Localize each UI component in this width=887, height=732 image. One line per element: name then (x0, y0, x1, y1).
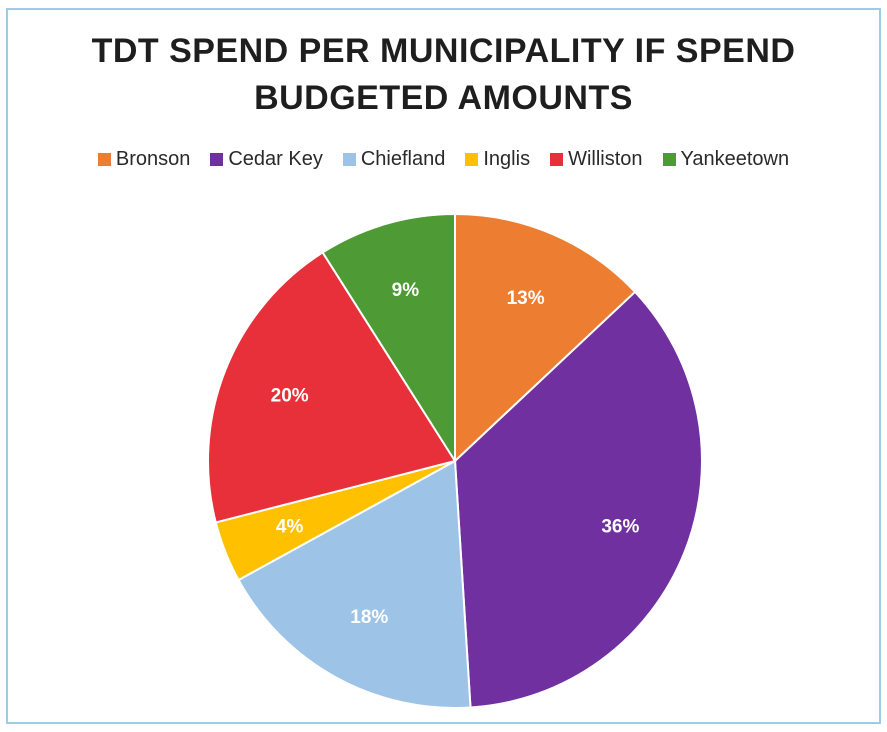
chart-title-line-1: TDT SPEND PER MUNICIPALITY IF SPEND (91, 32, 796, 70)
chart-title: TDT SPEND PER MUNICIPALITY IF SPEND BUDG… (0, 28, 887, 122)
legend-swatch-chiefland (342, 153, 356, 166)
legend-item-inglis: Inglis (465, 148, 530, 171)
legend-label-inglis: Inglis (483, 148, 531, 170)
pie-slice-yankeetown (321, 212, 456, 465)
legend-item-chiefland: Chiefland (342, 148, 446, 171)
legend-swatch-bronson (97, 153, 111, 166)
legend-swatch-cedar-key (210, 153, 224, 166)
pie-slice-bronson (454, 212, 637, 464)
data-label-bronson: 13% (507, 288, 545, 309)
legend-label-bronson: Bronson (115, 148, 191, 170)
chart-legend: Bronson Cedar Key Chiefland Inglis Willi… (0, 148, 887, 171)
legend-item-cedar-key: Cedar Key (210, 148, 323, 171)
chart-title-line-2: BUDGETED AMOUNTS (254, 79, 633, 117)
pie-slice-cedar-key (453, 290, 703, 709)
legend-item-yankeetown: Yankeetown (662, 148, 790, 171)
legend-swatch-williston (550, 153, 564, 166)
legend-item-bronson: Bronson (97, 148, 191, 171)
data-label-inglis: 4% (276, 516, 304, 537)
legend-item-williston: Williston (550, 148, 643, 171)
legend-label-chiefland: Chiefland (360, 148, 446, 170)
legend-swatch-inglis (465, 153, 479, 166)
pie-slice-chiefland (237, 459, 472, 709)
legend-label-williston: Williston (568, 148, 643, 170)
legend-label-cedar-key: Cedar Key (228, 148, 323, 170)
data-label-williston: 20% (271, 386, 309, 407)
data-label-cedar-key: 36% (601, 516, 639, 537)
data-label-chiefland: 18% (350, 607, 388, 628)
legend-swatch-yankeetown (662, 153, 676, 166)
pie-slice-williston (207, 251, 457, 524)
data-label-yankeetown: 9% (392, 280, 420, 301)
legend-label-yankeetown: Yankeetown (680, 148, 790, 170)
